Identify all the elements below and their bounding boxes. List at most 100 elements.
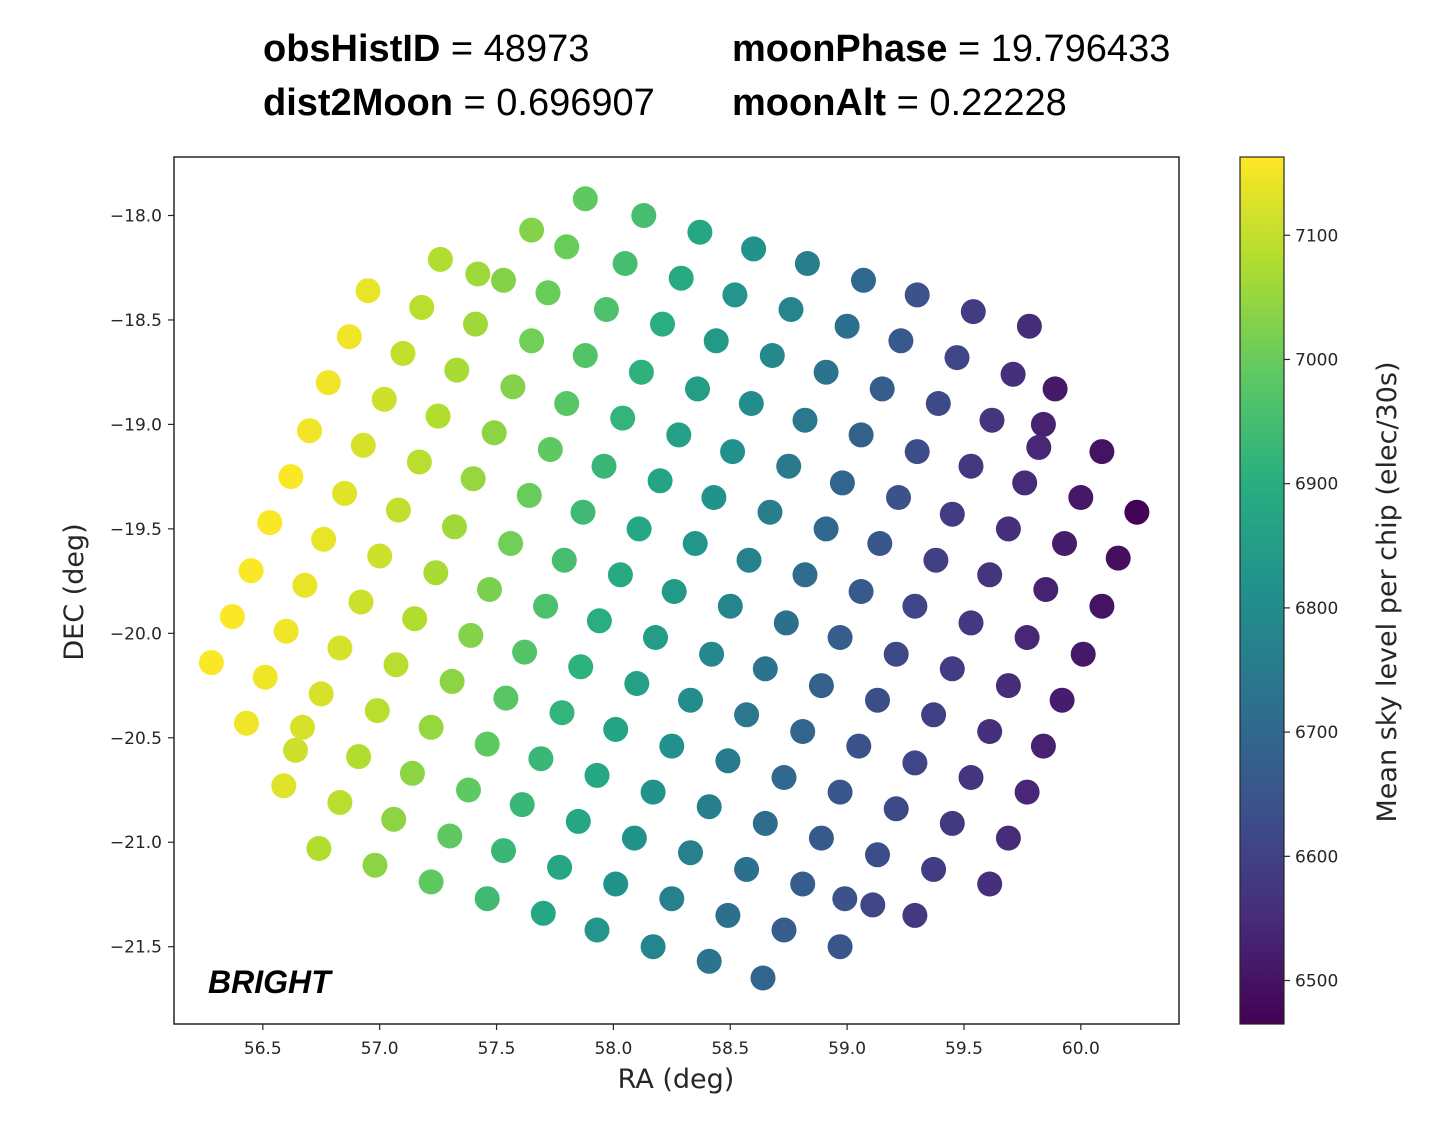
- data-point: [720, 439, 746, 465]
- data-point: [463, 311, 488, 337]
- data-point: [336, 324, 362, 350]
- data-point: [977, 719, 1003, 744]
- data-point: [591, 453, 617, 479]
- data-point: [603, 871, 629, 897]
- data-point: [647, 468, 673, 494]
- data-point: [308, 681, 334, 707]
- data-point: [402, 606, 428, 632]
- colorbar-tick-label: 7100: [1295, 226, 1338, 246]
- data-point: [572, 186, 598, 212]
- data-point: [547, 854, 573, 880]
- data-point: [977, 562, 1003, 588]
- data-point: [257, 510, 283, 536]
- data-point: [565, 808, 591, 834]
- data-point: [219, 604, 245, 630]
- data-point: [958, 765, 984, 790]
- data-point: [530, 900, 556, 926]
- data-point: [995, 673, 1021, 699]
- data-point: [512, 639, 538, 665]
- data-point: [888, 328, 914, 354]
- data-point: [439, 668, 465, 694]
- header-moonphase-value: 19.796433: [990, 28, 1171, 70]
- x-axis-label: RA (deg): [618, 1064, 735, 1095]
- data-point: [610, 405, 636, 431]
- data-point: [659, 733, 685, 759]
- data-point: [390, 340, 416, 366]
- colorbar: [1239, 156, 1285, 1025]
- data-point: [385, 497, 411, 523]
- data-point: [750, 965, 776, 991]
- data-point: [519, 328, 545, 354]
- data-point: [848, 422, 874, 448]
- data-point: [509, 792, 535, 818]
- colorbar-tick-label: 6600: [1295, 847, 1338, 867]
- data-point: [661, 579, 687, 604]
- data-point: [886, 485, 911, 510]
- colorbar-tick-label: 6500: [1295, 972, 1338, 992]
- x-tick-label: 59.5: [945, 1039, 983, 1059]
- x-tick-label: 58.5: [711, 1039, 749, 1059]
- data-point: [944, 345, 970, 371]
- data-point: [759, 343, 785, 368]
- data-point: [460, 466, 486, 492]
- data-point: [734, 702, 760, 728]
- header-dist2moon-key: dist2Moon: [263, 82, 453, 124]
- header-dist2moon-value: 0.696907: [496, 82, 655, 124]
- data-point: [925, 391, 951, 416]
- data-point: [860, 892, 886, 918]
- header-moonalt-eq: =: [886, 82, 930, 124]
- data-point: [1016, 313, 1042, 339]
- data-point: [535, 280, 561, 306]
- data-point: [696, 948, 722, 974]
- data-point: [790, 719, 816, 744]
- data-point: [867, 531, 893, 556]
- data-point: [584, 917, 610, 943]
- data-point: [362, 852, 388, 878]
- data-point: [423, 560, 449, 586]
- data-point: [1089, 593, 1115, 619]
- header-moonphase-eq: =: [947, 28, 991, 70]
- data-point: [425, 403, 451, 429]
- data-point: [350, 432, 376, 458]
- data-point: [827, 934, 853, 960]
- data-point: [902, 593, 928, 619]
- data-point: [977, 871, 1003, 897]
- x-tick-label: 56.5: [244, 1039, 282, 1059]
- x-tick-label: 58.0: [594, 1039, 632, 1059]
- data-point: [406, 449, 432, 475]
- data-point: [437, 823, 463, 849]
- x-tick-label: 59.0: [828, 1039, 866, 1059]
- data-point: [738, 391, 764, 416]
- data-point: [554, 391, 580, 416]
- data-point: [593, 297, 619, 322]
- data-point: [1124, 499, 1150, 525]
- data-point: [921, 702, 947, 728]
- data-point: [568, 654, 594, 680]
- data-point: [355, 278, 381, 304]
- data-point: [584, 762, 610, 788]
- data-point: [474, 731, 500, 757]
- data-point: [292, 572, 318, 598]
- data-point: [865, 842, 890, 868]
- data-point: [736, 547, 762, 573]
- data-point: [297, 418, 323, 444]
- data-point: [687, 219, 713, 245]
- data-point: [290, 714, 315, 740]
- y-axis-label: DEC (deg): [59, 523, 90, 660]
- y-tick-label: −21.0: [110, 833, 162, 853]
- header-moonphase: moonPhase = 19.796433: [732, 28, 1170, 71]
- data-point: [332, 480, 358, 506]
- data-point: [846, 733, 872, 759]
- data-point: [808, 673, 834, 699]
- data-point: [865, 687, 890, 713]
- data-point: [252, 664, 278, 690]
- data-point: [678, 687, 703, 713]
- data-point: [278, 464, 304, 490]
- data-point: [752, 810, 778, 836]
- data-point: [612, 251, 638, 276]
- data-point: [348, 589, 374, 615]
- data-point: [533, 593, 559, 619]
- x-axis-ticks: 56.5 57.0 57.5 58.0 58.5 59.0 59.5 60.0: [244, 1024, 1100, 1059]
- header-moonphase-key: moonPhase: [732, 28, 948, 70]
- data-point: [491, 838, 516, 864]
